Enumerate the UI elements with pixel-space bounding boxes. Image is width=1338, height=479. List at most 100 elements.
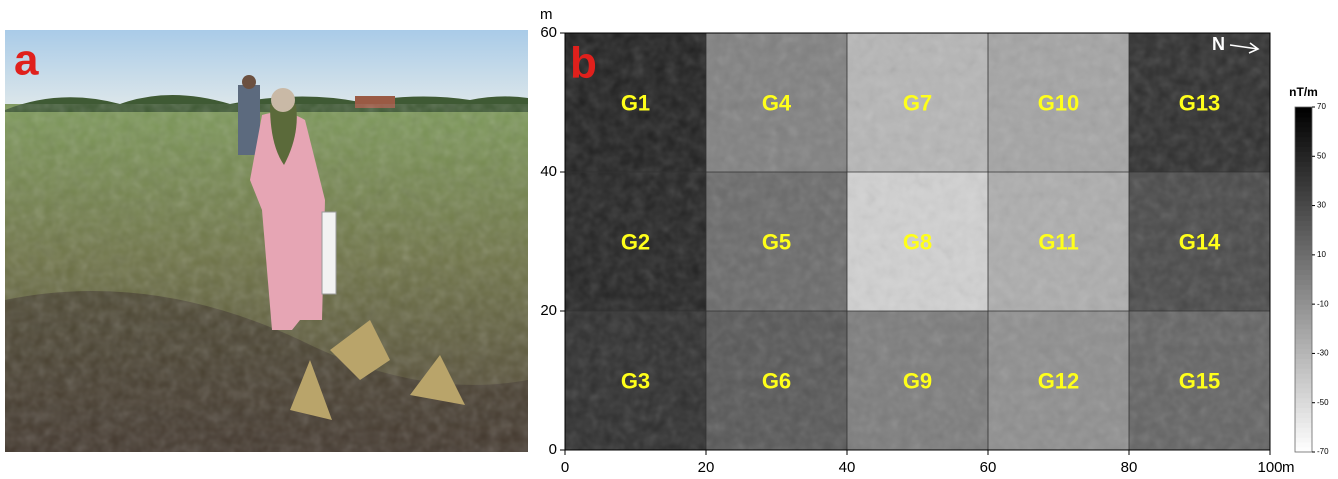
grid-label: G13 <box>1179 90 1221 115</box>
colorbar-step <box>1295 393 1312 398</box>
grid-label: G12 <box>1038 368 1080 393</box>
colorbar-tick-label: -30 <box>1317 349 1329 358</box>
colorbar-step <box>1295 314 1312 319</box>
colorbar-step <box>1295 117 1312 122</box>
colorbar-step <box>1295 299 1312 304</box>
y-tick-label: 0 <box>549 441 557 458</box>
grid-label: G2 <box>621 229 650 254</box>
colorbar-step <box>1295 284 1312 289</box>
colorbar-step <box>1295 127 1312 132</box>
x-tick-label: 20 <box>698 459 715 476</box>
colorbar-step <box>1295 427 1312 432</box>
colorbar-step <box>1295 161 1312 166</box>
colorbar-step <box>1295 339 1312 344</box>
colorbar-step <box>1295 181 1312 186</box>
colorbar-step <box>1295 418 1312 423</box>
colorbar-step <box>1295 373 1312 378</box>
y-tick-label: 60 <box>540 24 557 41</box>
grid-label: G7 <box>903 90 932 115</box>
x-tick-label: 40 <box>839 459 856 476</box>
colorbar-tick-label: 70 <box>1317 102 1326 111</box>
colorbar-step <box>1295 122 1312 127</box>
colorbar-step <box>1295 142 1312 147</box>
colorbar-step <box>1295 319 1312 324</box>
colorbar-step <box>1295 191 1312 196</box>
colorbar-tick-label: 50 <box>1317 151 1326 160</box>
colorbar-step <box>1295 156 1312 161</box>
colorbar-tick-label: -10 <box>1317 299 1329 308</box>
colorbar-step <box>1295 309 1312 314</box>
x-axis-label: m <box>1282 459 1295 476</box>
photo <box>5 30 528 452</box>
colorbar-step <box>1295 383 1312 388</box>
grid-label: G15 <box>1179 368 1221 393</box>
colorbar-step <box>1295 324 1312 329</box>
colorbar-step <box>1295 176 1312 181</box>
colorbar-step <box>1295 250 1312 255</box>
colorbar-step <box>1295 240 1312 245</box>
colorbar-step <box>1295 260 1312 265</box>
colorbar-step <box>1295 403 1312 408</box>
grid-label: G10 <box>1038 90 1080 115</box>
y-tick-label: 20 <box>540 302 557 319</box>
x-tick-label: 100 <box>1257 459 1282 476</box>
panel-label: b <box>570 39 597 88</box>
colorbar-step <box>1295 137 1312 142</box>
colorbar-step <box>1295 112 1312 117</box>
colorbar-step <box>1295 353 1312 358</box>
colorbar-step <box>1295 422 1312 427</box>
colorbar-step <box>1295 107 1312 112</box>
colorbar-step <box>1295 146 1312 151</box>
colorbar-step <box>1295 363 1312 368</box>
grid-label: G6 <box>762 368 791 393</box>
colorbar-step <box>1295 245 1312 250</box>
colorbar-tick-label: 10 <box>1317 250 1326 259</box>
grid-label: G9 <box>903 368 932 393</box>
colorbar-step <box>1295 211 1312 216</box>
colorbar-step <box>1295 166 1312 171</box>
colorbar-step <box>1295 215 1312 220</box>
colorbar-label: nT/m <box>1289 85 1318 99</box>
y-tick-label: 40 <box>540 163 557 180</box>
colorbar-step <box>1295 132 1312 137</box>
colorbar-step <box>1295 186 1312 191</box>
grid-label: G3 <box>621 368 650 393</box>
colorbar-step <box>1295 255 1312 260</box>
colorbar-step <box>1295 408 1312 413</box>
colorbar-step <box>1295 220 1312 225</box>
colorbar-tick-label: 30 <box>1317 201 1326 210</box>
colorbar-step <box>1295 196 1312 201</box>
colorbar-step <box>1295 206 1312 211</box>
colorbar-step <box>1295 368 1312 373</box>
colorbar-step <box>1295 329 1312 334</box>
colorbar-step <box>1295 304 1312 309</box>
panel-label: a <box>14 36 39 85</box>
colorbar-step <box>1295 275 1312 280</box>
north-label: N <box>1212 34 1225 54</box>
colorbar-tick-label: -70 <box>1317 447 1329 456</box>
colorbar-step <box>1295 230 1312 235</box>
colorbar-step <box>1295 358 1312 363</box>
colorbar-step <box>1295 265 1312 270</box>
colorbar-step <box>1295 201 1312 206</box>
grid-label: G11 <box>1038 229 1078 254</box>
grid-label: G5 <box>762 229 791 254</box>
grid-label: G14 <box>1179 229 1221 254</box>
x-tick-label: 0 <box>561 459 569 476</box>
colorbar-step <box>1295 225 1312 230</box>
colorbar-step <box>1295 334 1312 339</box>
colorbar-tick-label: -50 <box>1317 398 1329 407</box>
colorbar-step <box>1295 294 1312 299</box>
colorbar-step <box>1295 437 1312 442</box>
x-tick-label: 60 <box>980 459 997 476</box>
grid-label: G1 <box>621 90 650 115</box>
colorbar-step <box>1295 432 1312 437</box>
colorbar-step <box>1295 349 1312 354</box>
colorbar-step <box>1295 289 1312 294</box>
x-tick-label: 80 <box>1121 459 1138 476</box>
colorbar-step <box>1295 442 1312 447</box>
grid-label: G8 <box>903 229 932 254</box>
colorbar-step <box>1295 235 1312 240</box>
colorbar-step <box>1295 270 1312 275</box>
colorbar-step <box>1295 151 1312 156</box>
